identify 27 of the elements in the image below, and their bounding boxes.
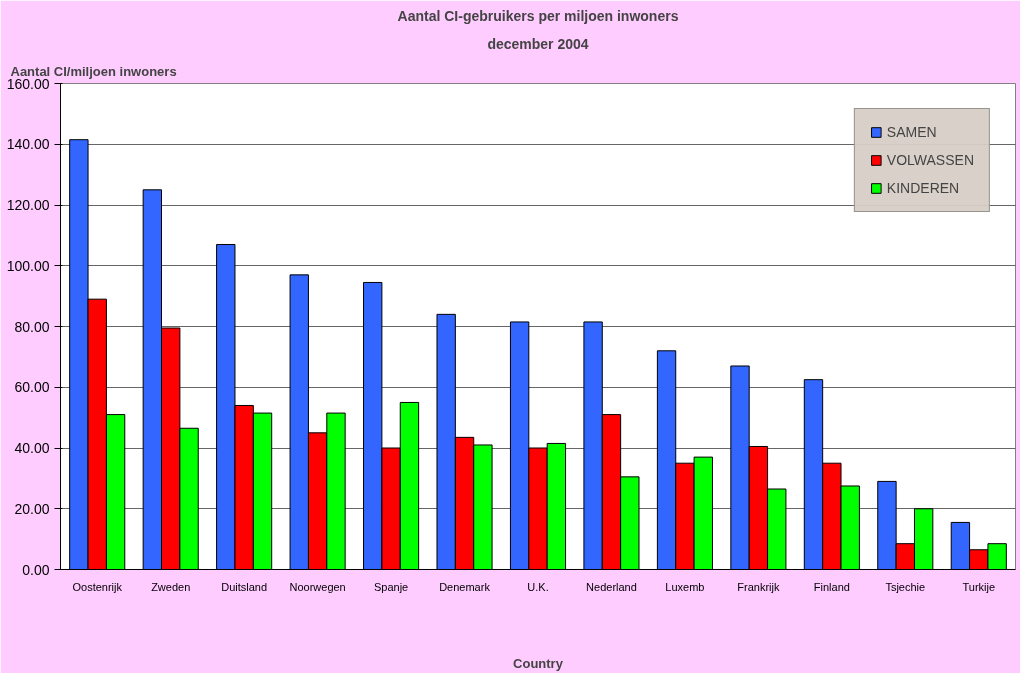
x-tick-label: U.K. — [527, 580, 549, 593]
y-tick-label: 100.00 — [6, 257, 50, 274]
x-tick-label: Denemark — [439, 580, 491, 593]
legend-label: KINDEREN — [886, 180, 960, 196]
chart-title: Aantal CI-gebruikers per miljoen inwoners — [397, 7, 679, 24]
x-tick-label: Tsjechie — [885, 580, 926, 593]
x-tick-label: Spanje — [373, 580, 409, 593]
legend-label: SAMEN — [886, 124, 937, 140]
x-tick-label: Frankrijk — [737, 580, 780, 593]
y-tick-label: 80.00 — [14, 318, 50, 335]
chart-subtitle: december 2004 — [487, 35, 589, 52]
x-tick-label: Duitsland — [221, 580, 268, 593]
x-tick-label: Luxemb — [665, 580, 705, 593]
y-tick-label: 20.00 — [14, 500, 50, 517]
y-tick-label: 60.00 — [14, 379, 50, 396]
y-tick-label: 40.00 — [14, 440, 50, 456]
legend-label: VOLWASSEN — [886, 152, 974, 168]
x-tick-label: Nederland — [586, 580, 637, 593]
x-axis-title: Country — [513, 655, 564, 671]
x-tick-label: Zweden — [151, 580, 191, 593]
y-tick-label: 140.00 — [6, 136, 50, 153]
x-tick-label: Turkije — [962, 580, 996, 593]
x-tick-label: Noorwegen — [289, 580, 346, 593]
y-tick-label: 0.00 — [22, 561, 50, 578]
x-tick-label: Oostenrijk — [72, 580, 123, 593]
y-tick-label: 120.00 — [6, 197, 50, 213]
x-tick-label: Finland — [813, 580, 850, 593]
